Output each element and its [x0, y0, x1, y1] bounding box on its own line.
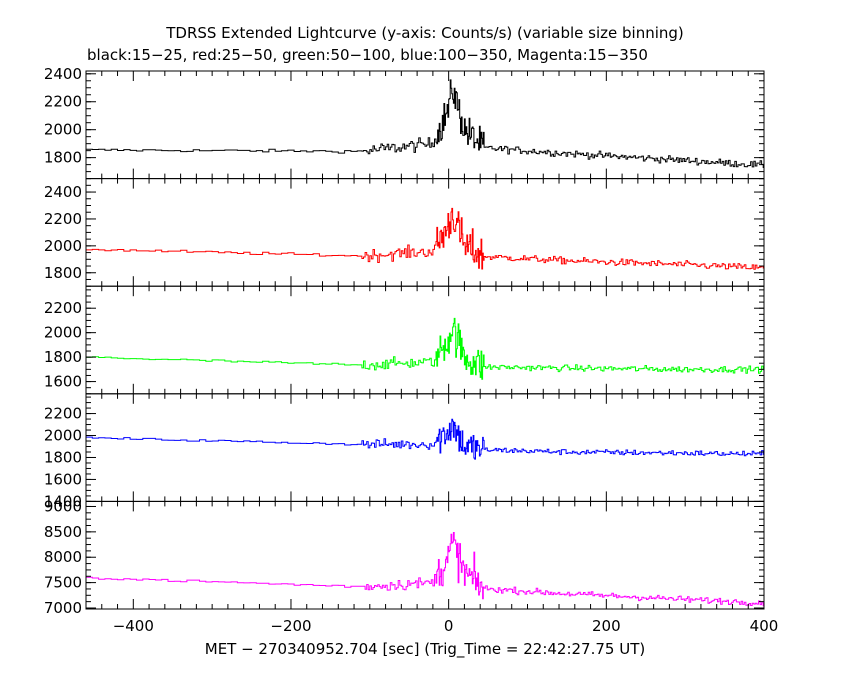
y-tick-label: 1400 [44, 492, 82, 510]
y-tick-label: 1800 [44, 348, 82, 366]
panel-frame [85, 393, 765, 502]
lightcurve-100-350 [86, 418, 764, 460]
panel-frame [85, 285, 765, 395]
y-tick-label: 8500 [44, 523, 82, 541]
y-tick-label: 1800 [44, 448, 82, 466]
panel-15-25: 1800 2000 2200 2400 [44, 65, 765, 180]
chart-subtitle-band-legend: black:15−25, red:25−50, green:50−100, bl… [87, 46, 648, 64]
panel-50-100: 1600 1800 2000 2200 [44, 285, 765, 395]
y-tick-label: 1600 [44, 470, 82, 488]
lightcurve-15-25 [86, 79, 764, 168]
panel-15-350: 7000 7500 8000 8500 9000 [44, 497, 765, 617]
y-tick-label: 2000 [44, 324, 82, 342]
x-axis-label: MET − 270340952.704 [sec] (Trig_Time = 2… [205, 640, 645, 659]
panel-frame [85, 178, 765, 287]
lightcurve-50-100 [86, 317, 764, 380]
y-tick-label: 2400 [44, 65, 82, 83]
y-tick-label: 7500 [44, 574, 82, 592]
panel-frame [85, 500, 765, 610]
y-tick-label: 2000 [44, 237, 82, 255]
y-tick-label: 1600 [44, 373, 82, 391]
lightcurve-15-350 [86, 532, 764, 607]
panels-layer: 1800200022002400180020002200240016001800… [44, 65, 779, 635]
x-tick-label: −400 [113, 617, 154, 635]
y-tick-label: 2200 [44, 210, 82, 228]
y-tick-label: 2000 [44, 427, 82, 445]
chart-title: TDRSS Extended Lightcurve (y-axis: Count… [165, 24, 684, 42]
x-tick-label: 0 [444, 617, 454, 635]
y-tick-label: 8000 [44, 548, 82, 566]
x-tick-label: 200 [592, 617, 621, 635]
y-tick-label: 1800 [44, 149, 82, 167]
x-tick-label: −200 [270, 617, 311, 635]
lightcurve-25-50 [86, 207, 764, 270]
y-tick-label: 1800 [44, 264, 82, 282]
panel-25-50: 1800 2000 2200 2400 [44, 178, 765, 287]
y-tick-label: 7000 [44, 599, 82, 617]
panel-frame [85, 70, 765, 180]
y-tick-label: 9000 [44, 497, 82, 515]
y-tick-label: 2200 [44, 405, 82, 423]
y-tick-label: 2200 [44, 93, 82, 111]
y-tick-label: 2200 [44, 299, 82, 317]
y-tick-label: 2000 [44, 121, 82, 139]
y-tick-label: 2400 [44, 183, 82, 201]
panel-100-350: 1400 1600 1800 2000 2200 [44, 393, 765, 510]
x-tick-label: 400 [750, 617, 779, 635]
